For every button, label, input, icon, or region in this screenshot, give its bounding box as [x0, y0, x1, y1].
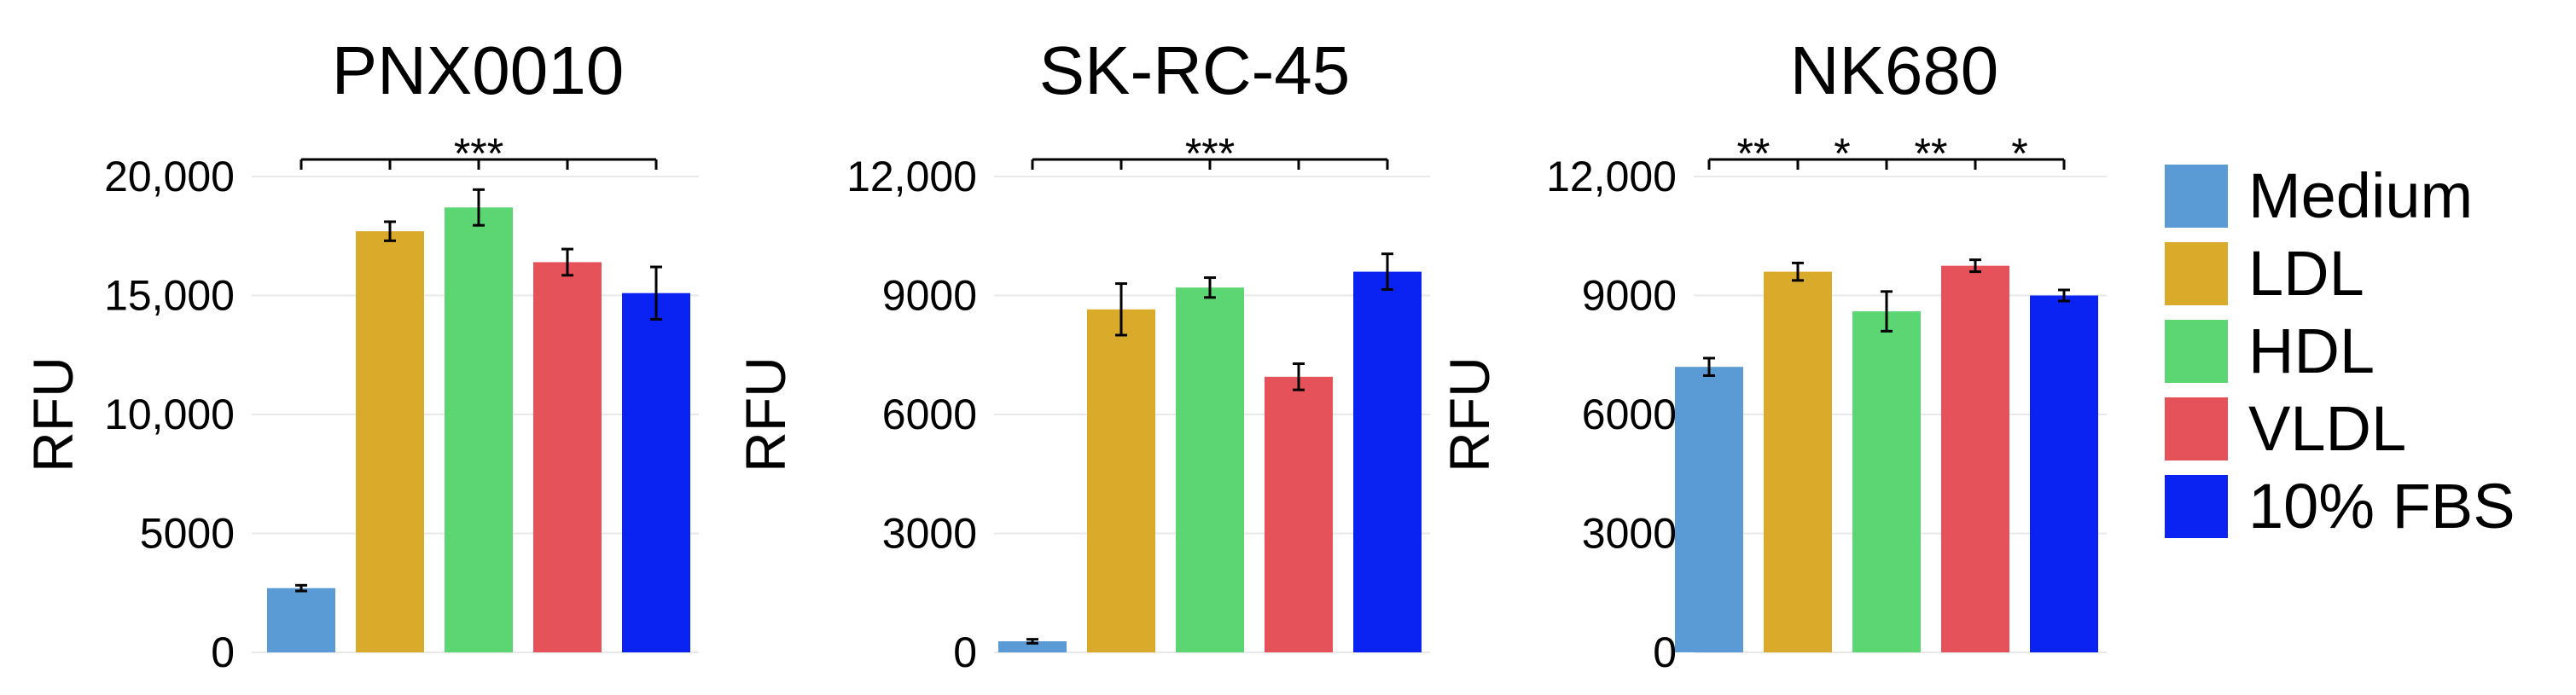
bar-medium [998, 640, 1067, 652]
error-bar [1115, 282, 1127, 337]
significance-bracket [1707, 158, 2066, 170]
chart-title: PNX0010 [332, 32, 624, 108]
y-tick-label: 6000 [1582, 391, 1677, 438]
legend-item: 10% FBS [2165, 471, 2515, 542]
legend-label: 10% FBS [2248, 471, 2515, 542]
legend-swatch [2165, 320, 2228, 383]
y-tick-label: 10,000 [104, 391, 235, 438]
legend-label: LDL [2248, 238, 2364, 309]
error-bar [1792, 261, 1804, 282]
error-bar [1703, 356, 1715, 377]
chart-panel-sk-rc-45: 0 3000 6000 9000 12,000 SK-RC-45 RFU *** [734, 32, 1430, 676]
y-tick-label: 12,000 [846, 153, 977, 200]
bar-medium [1675, 367, 1743, 652]
y-tick-label: 6000 [882, 391, 977, 438]
bar-10-fbs [622, 292, 690, 652]
y-tick-label: 0 [953, 628, 977, 676]
bar-medium [267, 588, 335, 652]
legend-item: LDL [2165, 238, 2364, 309]
legend-label: VLDL [2248, 393, 2406, 464]
y-tick-label: 3000 [1582, 510, 1677, 558]
error-bar [473, 188, 485, 227]
error-bar [1293, 362, 1305, 391]
legend-swatch [2165, 242, 2228, 305]
error-bar [1881, 290, 1893, 333]
y-tick-label: 9000 [1582, 272, 1677, 320]
error-bar [561, 247, 573, 277]
y-axis-label: RFU [21, 356, 84, 472]
legend-label: HDL [2248, 316, 2375, 386]
chart-panel-pnx0010: 0 5000 10,000 15,000 20,000 PNX0010 RFU *** [21, 32, 699, 676]
bar-10-fbs [2030, 295, 2098, 652]
error-bar [1969, 258, 1981, 274]
chart-title: NK680 [1790, 32, 1999, 108]
y-axis-label: RFU [734, 356, 797, 472]
bar-ldl [1087, 309, 1155, 652]
y-tick-label: 15,000 [104, 272, 235, 320]
bar-hdl [445, 207, 513, 652]
y-tick-label: 20,000 [104, 153, 235, 200]
error-bar [384, 220, 396, 242]
significance-label: * [2011, 130, 2027, 177]
y-tick-label: 9000 [882, 272, 977, 320]
bar-10-fbs [1353, 271, 1422, 652]
bar-hdl [1176, 287, 1244, 652]
y-tick-label: 0 [1653, 628, 1677, 676]
error-bar [295, 583, 307, 593]
chart-title: SK-RC-45 [1039, 32, 1351, 108]
legend-item: Medium [2165, 160, 2473, 231]
error-bar [2058, 288, 2070, 303]
legend-item: HDL [2165, 316, 2375, 386]
legend-swatch [2165, 397, 2228, 460]
significance-bracket [299, 158, 658, 170]
significance-label: *** [1185, 130, 1235, 177]
y-tick-label: 0 [211, 628, 235, 676]
y-tick-label: 12,000 [1546, 153, 1677, 200]
significance-label: ** [1915, 130, 1948, 177]
bar-ldl [1764, 271, 1832, 652]
bar-ldl [356, 231, 424, 652]
error-bar [1026, 638, 1038, 645]
bar-vldl [533, 262, 602, 652]
significance-label: *** [454, 130, 503, 177]
bar-vldl [1265, 376, 1333, 652]
significance-label: ** [1737, 130, 1771, 177]
y-tick-label: 5000 [140, 510, 235, 558]
legend-label: Medium [2248, 160, 2473, 231]
error-bar [650, 265, 662, 321]
significance-label: * [1834, 130, 1850, 177]
legend-swatch [2165, 165, 2228, 228]
legend-item: VLDL [2165, 393, 2406, 464]
error-bar [1204, 276, 1216, 299]
legend-swatch [2165, 475, 2228, 538]
error-bar [1381, 252, 1393, 292]
y-axis-label: RFU [1438, 356, 1501, 472]
significance-bracket [1031, 158, 1389, 170]
y-tick-label: 3000 [882, 510, 977, 558]
bar-hdl [1852, 311, 1921, 652]
bar-vldl [1941, 265, 2009, 652]
